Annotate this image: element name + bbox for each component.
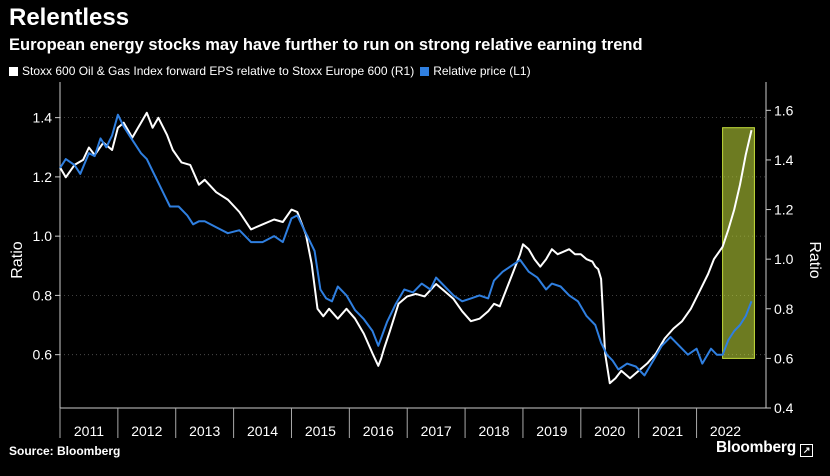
highlight-box	[722, 127, 755, 359]
legend-item-price: Relative price (L1)	[420, 64, 531, 78]
x-tick-label: 2019	[536, 423, 567, 439]
chart-title: Relentless	[9, 4, 130, 31]
right-tick-label: 1.4	[774, 152, 794, 168]
x-tick-label: 2013	[189, 423, 220, 439]
x-tick-label: 2021	[652, 423, 683, 439]
right-tick-label: 0.6	[774, 350, 794, 366]
x-tick-label: 2014	[247, 423, 278, 439]
left-tick-label: 0.6	[33, 347, 53, 363]
legend-item-eps: Stoxx 600 Oil & Gas Index forward EPS re…	[9, 64, 414, 78]
right-tick-label: 1.2	[774, 202, 794, 218]
source-note: Source: Bloomberg	[9, 444, 121, 458]
legend-label-price: Relative price (L1)	[433, 64, 531, 78]
x-tick-label: 2017	[421, 423, 452, 439]
bloomberg-logo-icon: ↗	[800, 444, 814, 457]
legend-swatch-eps	[9, 66, 18, 76]
legend-label-eps: Stoxx 600 Oil & Gas Index forward EPS re…	[22, 64, 415, 78]
right-axis-title: Ratio	[806, 241, 823, 278]
x-tick-label: 2020	[594, 423, 625, 439]
right-tick-label: 1.0	[774, 251, 794, 267]
series-line-eps	[59, 111, 753, 385]
legend: Stoxx 600 Oil & Gas Index forward EPS re…	[9, 64, 537, 78]
brand-logo: Bloomberg ↗	[716, 439, 814, 457]
right-tick-label: 0.8	[774, 301, 794, 317]
x-tick-label: 2012	[131, 423, 162, 439]
chart-subtitle: European energy stocks may have further …	[9, 36, 643, 54]
left-tick-label: 0.8	[33, 287, 53, 303]
x-tick-label: 2018	[478, 423, 509, 439]
series-line-price	[59, 113, 753, 377]
left-tick-label: 1.4	[33, 110, 53, 126]
legend-swatch-price	[420, 66, 430, 76]
x-tick-label: 2022	[710, 423, 741, 439]
x-tick-label: 2011	[74, 423, 104, 439]
right-tick-label: 0.4	[774, 400, 794, 416]
x-tick-label: 2016	[363, 423, 394, 439]
x-tick-label: 2015	[305, 423, 336, 439]
left-tick-label: 1.2	[33, 169, 53, 185]
left-axis-title: Ratio	[9, 241, 26, 278]
left-tick-label: 1.0	[33, 228, 53, 244]
right-tick-label: 1.6	[774, 102, 794, 118]
